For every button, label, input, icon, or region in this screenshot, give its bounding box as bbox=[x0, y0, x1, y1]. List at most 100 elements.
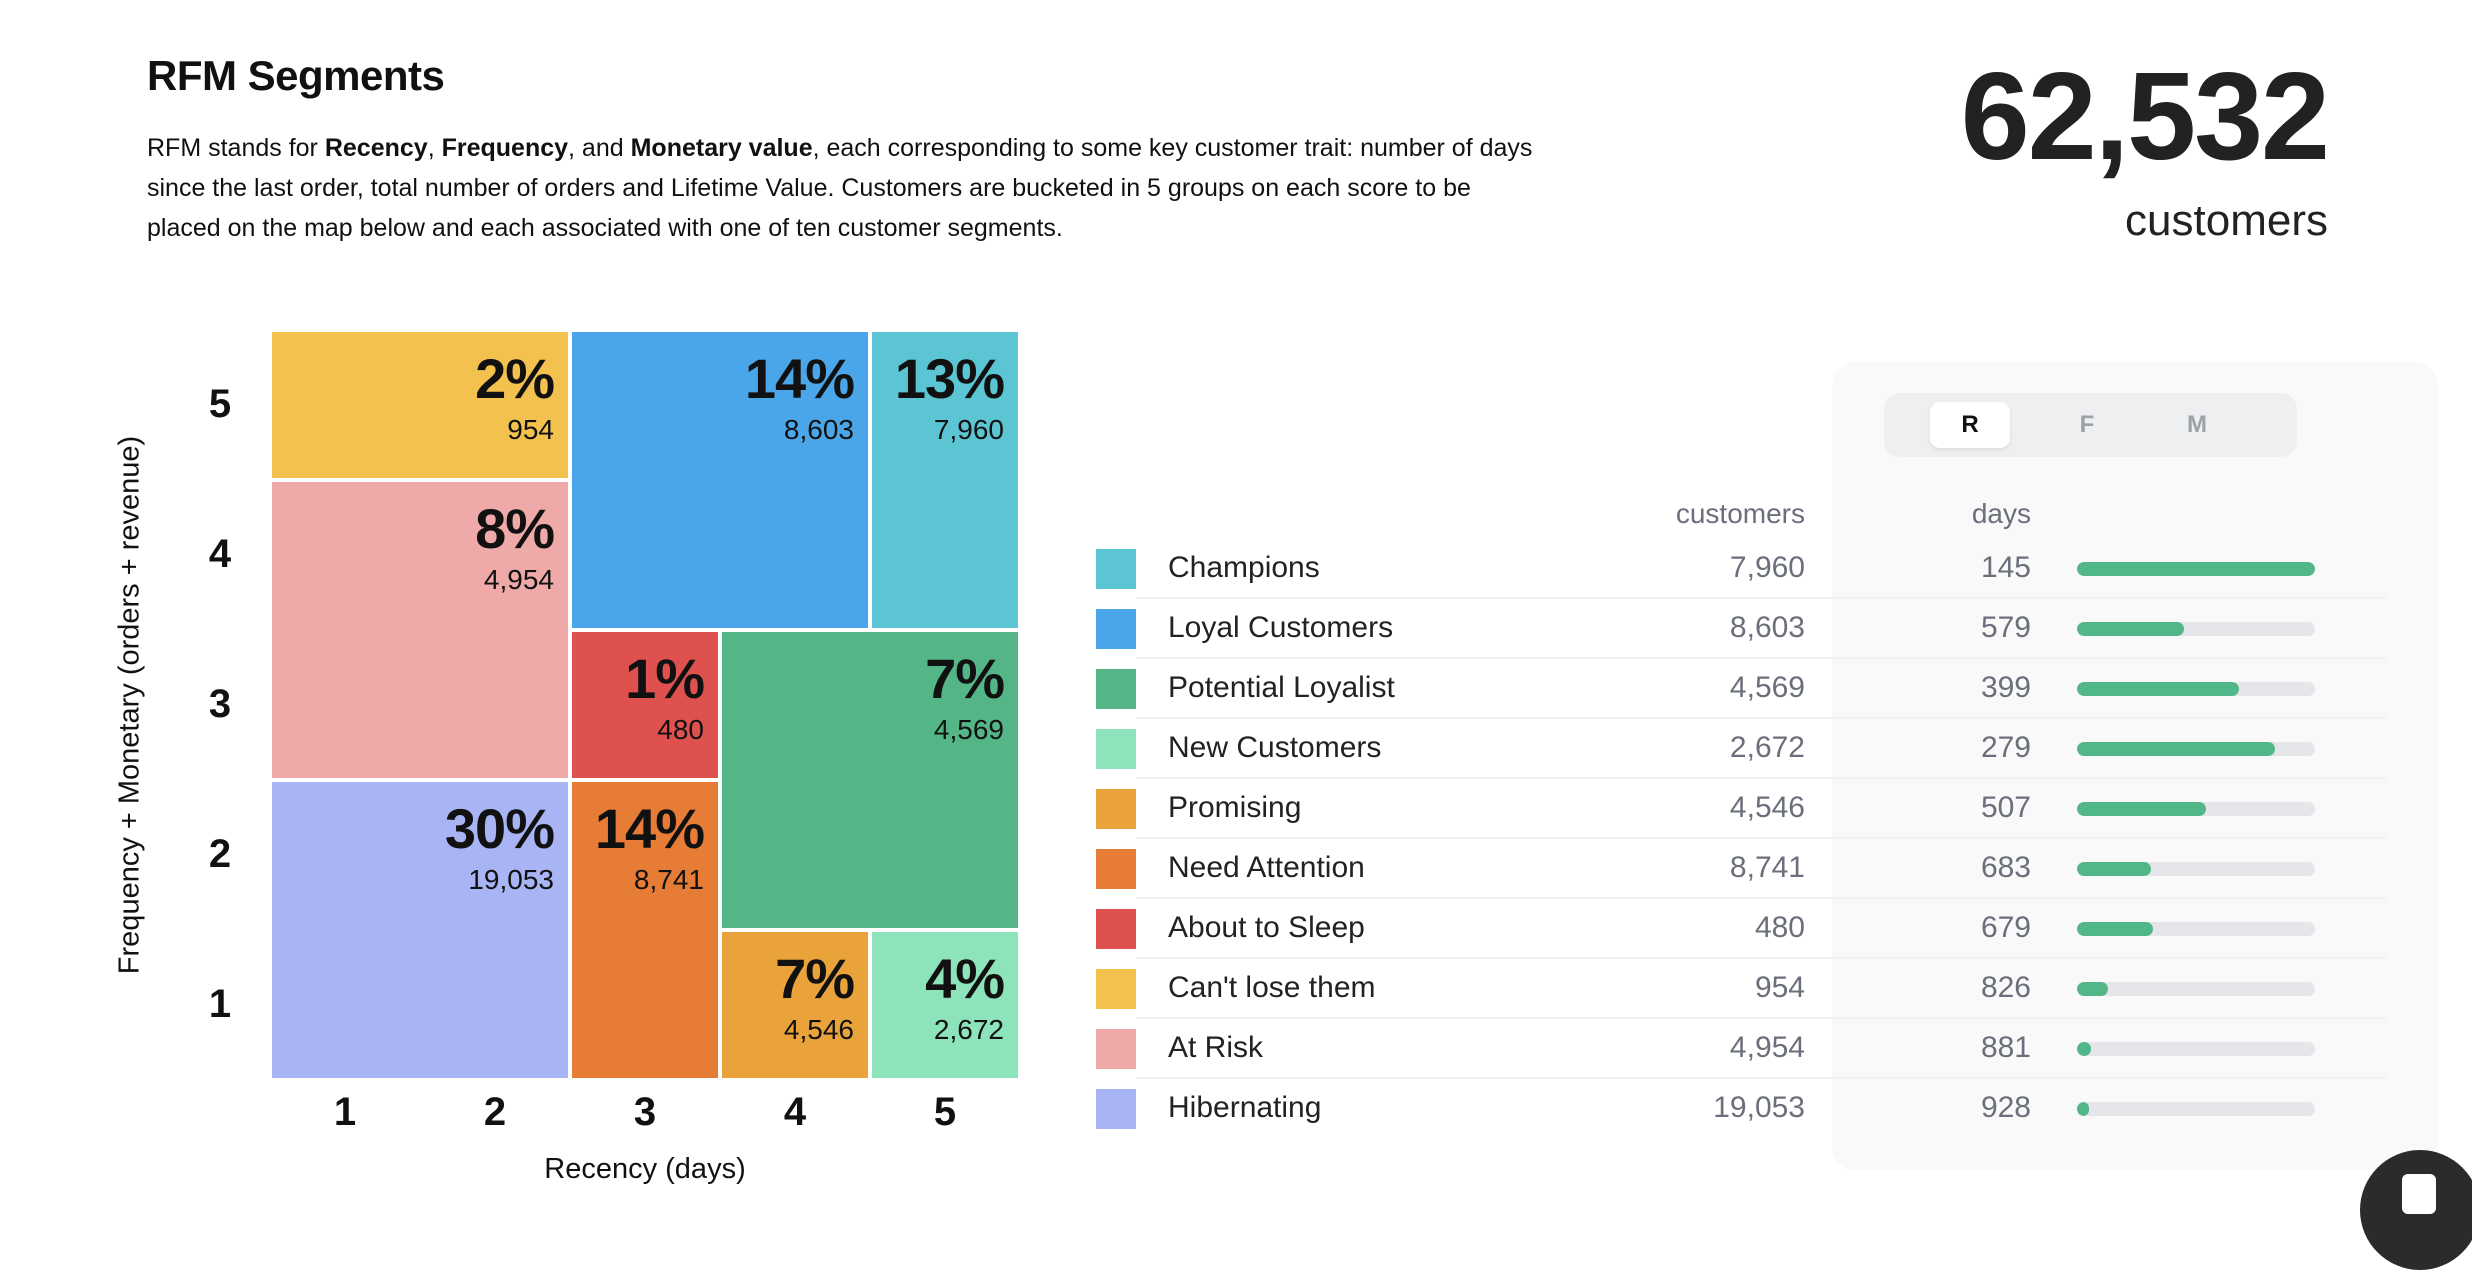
segment-days: 928 bbox=[1980, 1091, 2031, 1124]
row-divider bbox=[1136, 717, 2386, 719]
days-bar-fill bbox=[2077, 682, 2239, 696]
row-divider bbox=[1136, 657, 2386, 659]
days-bar bbox=[2077, 742, 2315, 756]
segment-customers: 4,569 bbox=[1729, 671, 1805, 704]
days-bar-fill bbox=[2077, 862, 2151, 876]
days-bar-fill bbox=[2077, 1102, 2089, 1116]
col-header-customers: customers bbox=[1675, 498, 1805, 529]
x-tick: 4 bbox=[783, 1090, 807, 1134]
segment-count: 8,603 bbox=[783, 414, 854, 445]
segment-row[interactable]: At Risk 4,954 881 bbox=[1096, 1019, 2386, 1079]
segment-cell[interactable]: 13% 7,960 bbox=[870, 330, 1020, 630]
page-title: RFM Segments bbox=[147, 52, 445, 99]
segment-label: At Risk bbox=[1168, 1031, 1264, 1064]
x-tick: 3 bbox=[633, 1090, 657, 1134]
segment-swatch bbox=[1096, 549, 1136, 589]
segment-cell[interactable]: 30% 19,053 bbox=[270, 780, 570, 1080]
segment-label: Can't lose them bbox=[1168, 971, 1376, 1004]
days-bar-fill bbox=[2077, 742, 2275, 756]
segment-customers: 954 bbox=[1754, 971, 1805, 1004]
segment-customers: 19,053 bbox=[1713, 1091, 1805, 1124]
segment-row[interactable]: Potential Loyalist 4,569 399 bbox=[1096, 659, 2386, 719]
days-bar bbox=[2077, 1102, 2315, 1116]
days-bar-fill bbox=[2077, 622, 2185, 636]
segment-swatch bbox=[1096, 729, 1136, 769]
segment-label: About to Sleep bbox=[1168, 911, 1365, 944]
segment-label: Promising bbox=[1168, 791, 1302, 824]
segment-cell[interactable]: 7% 4,546 bbox=[720, 930, 870, 1080]
segment-cell[interactable]: 4% 2,672 bbox=[870, 930, 1020, 1080]
segment-panel bbox=[1832, 362, 2438, 1170]
desc-monetary: Monetary value bbox=[630, 134, 813, 162]
segment-count: 480 bbox=[657, 714, 704, 745]
y-tick: 5 bbox=[208, 382, 232, 426]
segment-label: Potential Loyalist bbox=[1168, 671, 1395, 704]
segment-percent: 30% bbox=[444, 797, 555, 860]
segment-row[interactable]: Can't lose them 954 826 bbox=[1096, 959, 2386, 1019]
desc-text: , and bbox=[568, 134, 631, 162]
days-bar-fill bbox=[2077, 802, 2206, 816]
segment-cell[interactable]: 1% 480 bbox=[570, 630, 720, 780]
segment-customers: 8,741 bbox=[1729, 851, 1805, 884]
segment-percent: 2% bbox=[475, 347, 555, 410]
segment-cell[interactable]: 2% 954 bbox=[270, 330, 570, 480]
metric-toggle: R F M bbox=[1884, 393, 2297, 457]
segment-customers: 4,546 bbox=[1729, 791, 1805, 824]
segment-count: 8,741 bbox=[633, 864, 704, 895]
segment-percent: 4% bbox=[925, 947, 1005, 1010]
days-bar bbox=[2077, 562, 2315, 576]
segment-count: 19,053 bbox=[468, 864, 554, 895]
segment-days: 881 bbox=[1980, 1031, 2031, 1064]
segment-label: New Customers bbox=[1168, 731, 1382, 764]
segment-swatch bbox=[1096, 849, 1136, 889]
segment-count: 954 bbox=[507, 414, 554, 445]
segment-days: 679 bbox=[1980, 911, 2031, 944]
desc-recency: Recency bbox=[324, 134, 428, 162]
segment-days: 279 bbox=[1980, 731, 2031, 764]
toggle-m[interactable]: M bbox=[2187, 411, 2207, 438]
days-bar bbox=[2077, 982, 2315, 996]
segment-swatch bbox=[1096, 909, 1136, 949]
segment-row[interactable]: Hibernating 19,053 928 bbox=[1096, 1079, 2386, 1139]
segment-cell[interactable]: 14% 8,603 bbox=[570, 330, 870, 630]
days-bar-fill bbox=[2077, 982, 2108, 996]
row-divider bbox=[1136, 957, 2386, 959]
segment-row[interactable]: Loyal Customers 8,603 579 bbox=[1096, 599, 2386, 659]
segment-percent: 1% bbox=[625, 647, 705, 710]
y-tick: 2 bbox=[208, 832, 232, 876]
segment-row[interactable]: About to Sleep 480 679 bbox=[1096, 899, 2386, 959]
desc-text: , each corresponding to some key custome… bbox=[147, 134, 1533, 242]
segment-row[interactable]: Need Attention 8,741 683 bbox=[1096, 839, 2386, 899]
segment-row[interactable]: New Customers 2,672 279 bbox=[1096, 719, 2386, 779]
segment-cell[interactable]: 8% 4,954 bbox=[270, 480, 570, 780]
segment-count: 4,569 bbox=[933, 714, 1004, 745]
row-divider bbox=[1136, 1017, 2386, 1019]
segment-row[interactable]: Promising 4,546 507 bbox=[1096, 779, 2386, 839]
toggle-r[interactable]: R bbox=[1930, 402, 2010, 448]
desc-frequency: Frequency bbox=[441, 134, 569, 162]
row-divider bbox=[1136, 777, 2386, 779]
segment-cell[interactable]: 7% 4,569 bbox=[720, 630, 1020, 930]
segment-percent: 7% bbox=[925, 647, 1005, 710]
row-divider bbox=[1136, 597, 2386, 599]
days-bar-fill bbox=[2077, 1042, 2092, 1056]
segment-percent: 13% bbox=[894, 347, 1005, 410]
segment-count: 7,960 bbox=[933, 414, 1004, 445]
toggle-f[interactable]: F bbox=[2079, 411, 2095, 438]
x-tick: 5 bbox=[933, 1090, 957, 1134]
y-tick: 1 bbox=[208, 982, 232, 1026]
segment-label: Champions bbox=[1168, 551, 1320, 584]
segment-days: 399 bbox=[1980, 671, 2031, 704]
chat-launcher-button[interactable] bbox=[2360, 1150, 2472, 1270]
y-tick: 4 bbox=[208, 532, 232, 576]
chat-icon bbox=[2402, 1174, 2436, 1214]
segment-cell[interactable]: 14% 8,741 bbox=[570, 780, 720, 1080]
segment-label: Hibernating bbox=[1168, 1091, 1322, 1124]
row-divider bbox=[1136, 897, 2386, 899]
segment-row[interactable]: Champions 7,960 145 bbox=[1096, 539, 2386, 599]
segment-swatch bbox=[1096, 1029, 1136, 1069]
segment-days: 507 bbox=[1980, 791, 2031, 824]
segment-count: 4,954 bbox=[483, 564, 554, 595]
y-axis-title: Frequency + Monetary (orders + revenue) bbox=[113, 435, 146, 975]
segment-customers: 480 bbox=[1754, 911, 1805, 944]
